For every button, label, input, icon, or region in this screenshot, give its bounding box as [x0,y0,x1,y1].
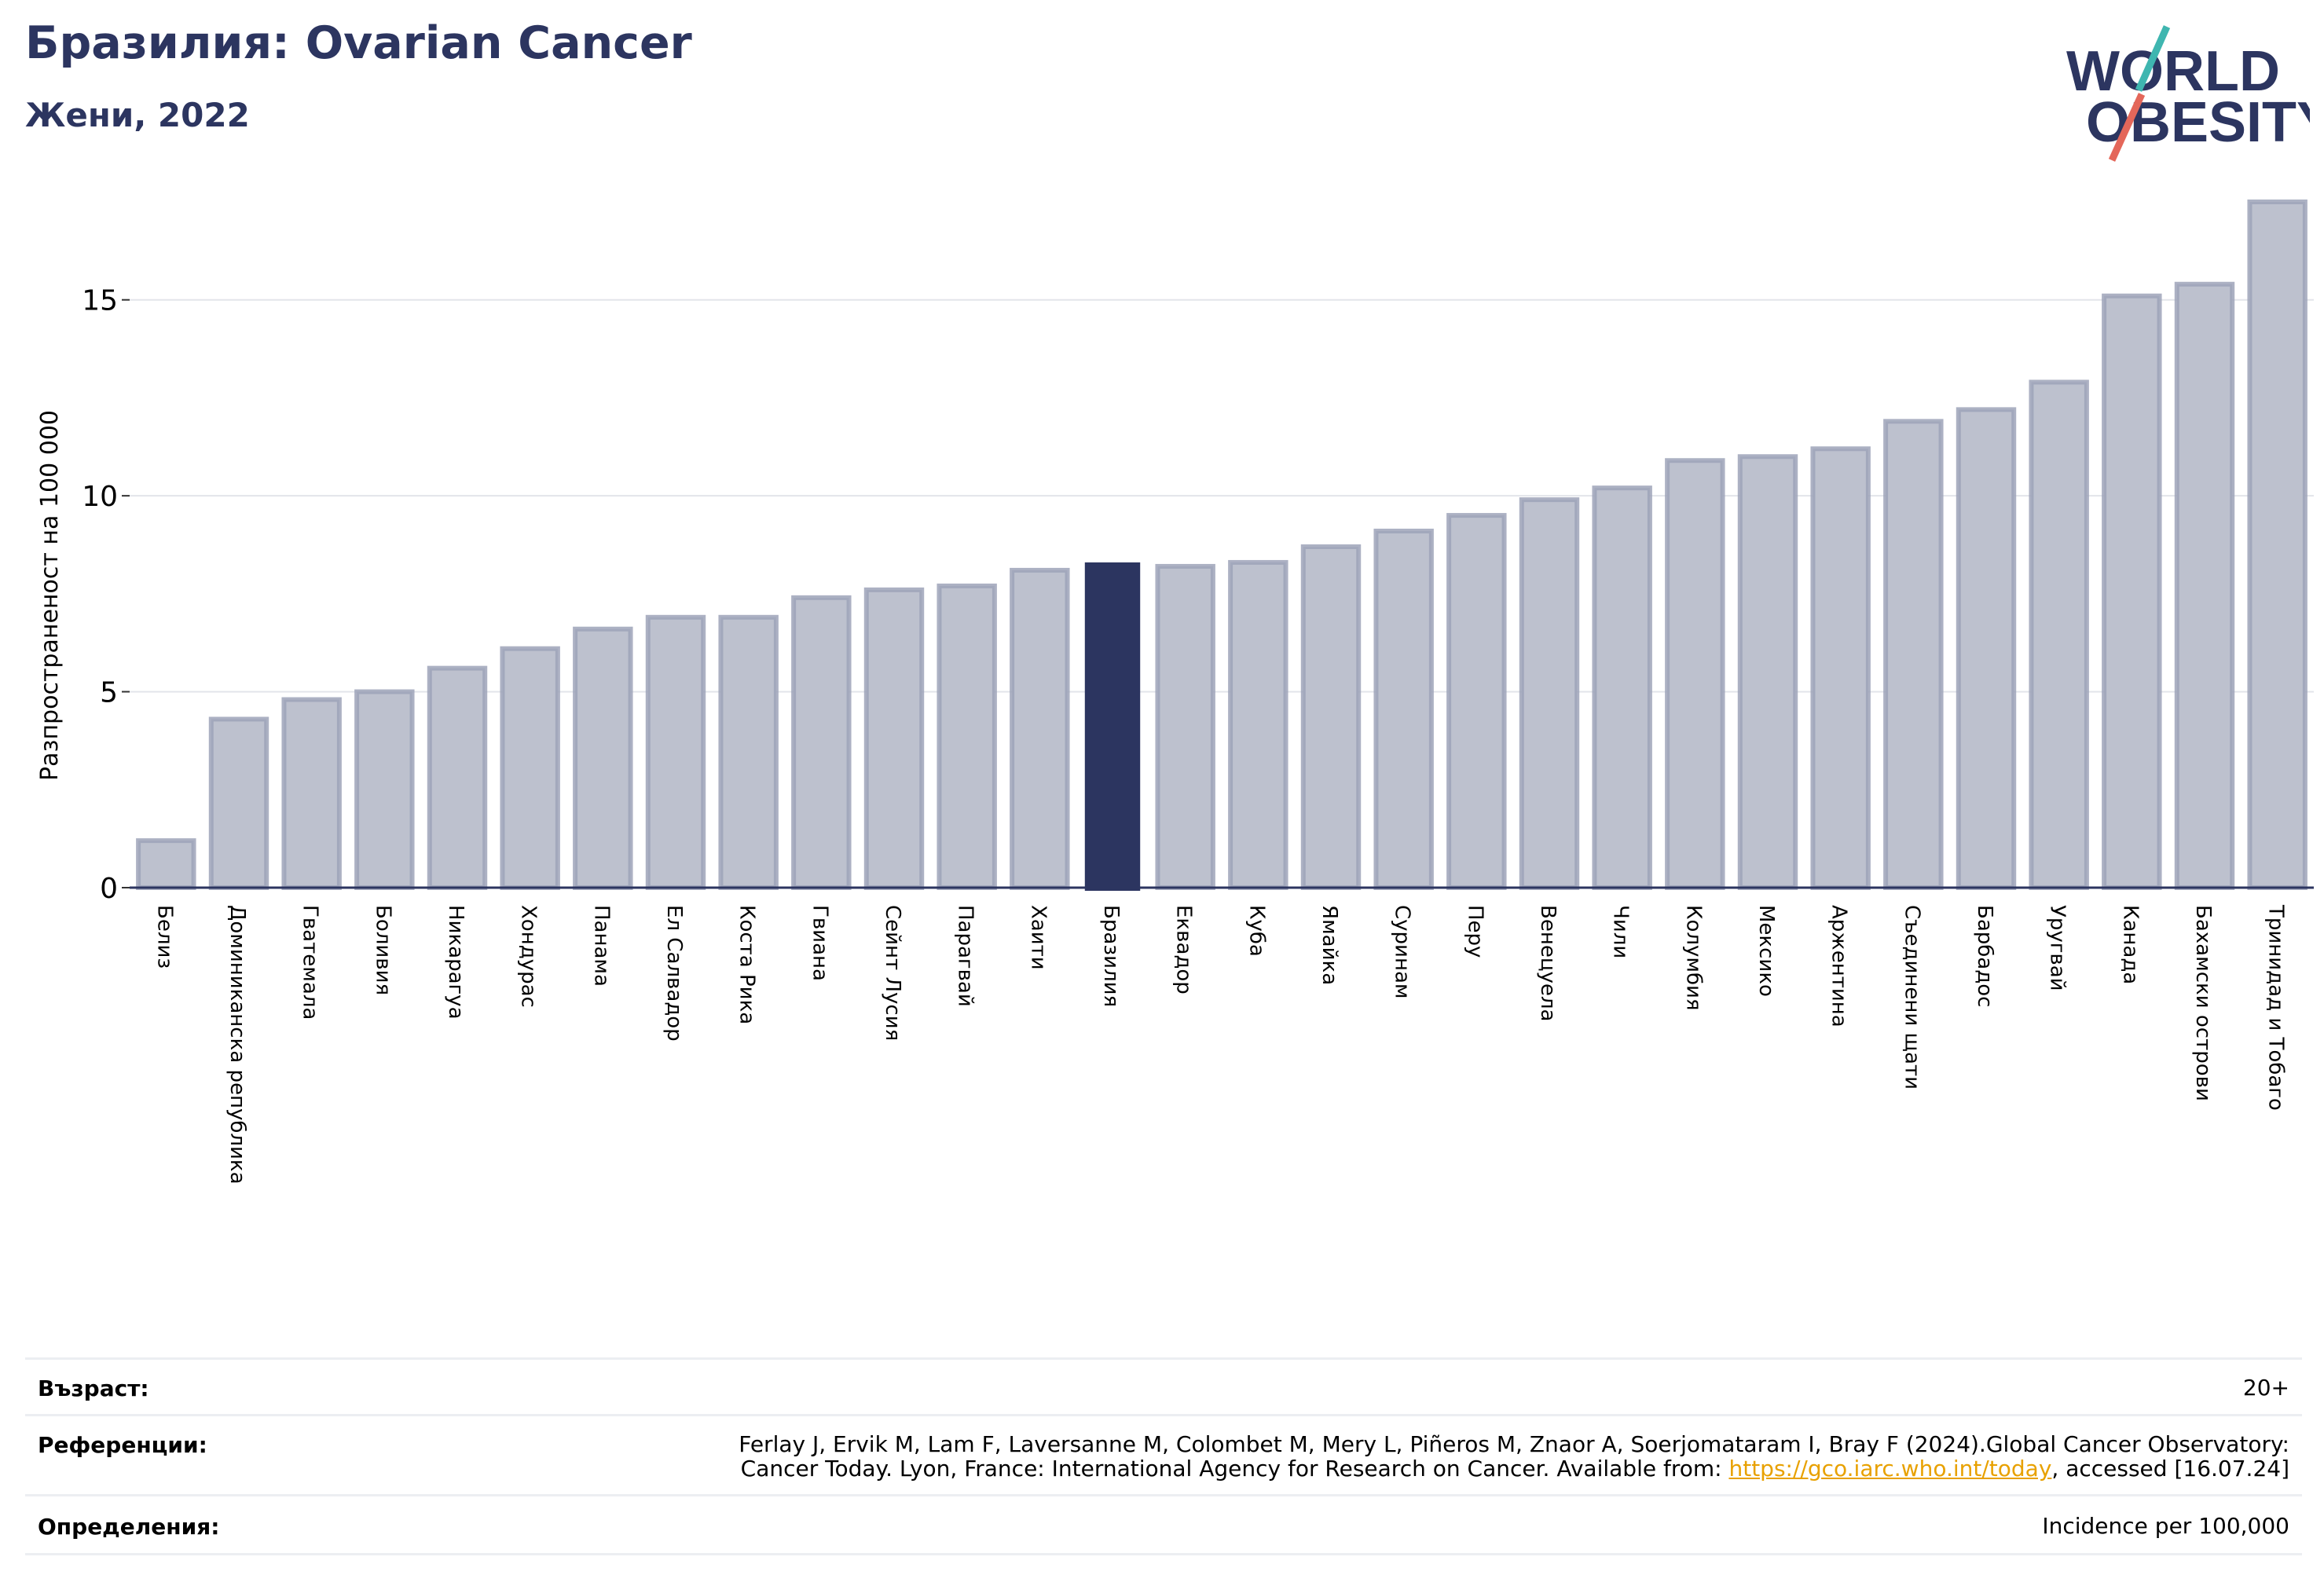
x-tick-label: Мексико [1754,905,1778,997]
bar-10 [863,587,925,890]
x-tick-label: Еквадор [1172,905,1196,994]
grid-lines [130,299,2314,693]
definitions-value: Incidence per 100,000 [2042,1513,2289,1539]
x-tick-label: Тринидад и Тобаго [2264,904,2288,1111]
x-tick-label: Хондурас [517,905,541,1008]
x-tick-label: Колумбия [1681,905,1705,1011]
chart-title: Бразилия: Ovarian Cancer [25,17,692,69]
bar-0 [136,838,196,890]
bar-4 [427,665,488,890]
bar-28 [2174,281,2235,890]
definitions-label: Определения: [38,1514,220,1540]
x-tick-label: Чили [1609,905,1633,958]
references-value: Ferlay J, Ervik M, Lam F, Laversanne M, … [739,1432,2289,1481]
x-tick-label: Уругвай [2046,905,2069,991]
age-value: 20+ [2242,1375,2289,1401]
x-tick-label: Хаити [1026,905,1050,970]
x-tick-label: Гвиана [808,905,831,981]
bar-24 [1883,419,1944,890]
x-tick-label: Парагвай [954,905,977,1007]
bar-25 [1956,407,2017,890]
footer-row-references: Референции: Ferlay J, Ervik M, Lam F, La… [25,1414,2302,1496]
y-tick-label: 5 [100,677,118,709]
x-tick-label: Боливия [371,905,394,995]
bar-11 [937,583,997,890]
bar-29 [2247,199,2308,890]
bar-chart: 0 5 10 15 Белиз Доминиканска република Гватема… [36,199,2314,1185]
x-tick-label: Съединени щати [1900,905,1923,1090]
bar-21 [1665,458,1725,890]
bar-2 [281,697,342,891]
logo-word-world: WORLD [2066,40,2280,103]
y-tick-label: 15 [82,285,118,317]
x-tick-label: Бразилия [1099,905,1123,1007]
x-tick-label: Ямайка [1318,905,1341,985]
reference-line-1: Ferlay J, Ervik M, Lam F, Laversanne M, … [739,1431,2289,1457]
references-label: Референции: [38,1432,207,1458]
logo-slash-coral [2108,93,2146,162]
x-tick-label: Коста Рика [735,905,759,1024]
x-tick-label: Доминиканска република [225,905,249,1185]
x-tick-label: Никарагуа [444,905,467,1020]
bar-27 [2102,293,2162,891]
logo-slash-teal [2135,25,2171,92]
x-tick-label: Ел Салвадор [662,905,686,1042]
x-tick-label: Бахамски острови [2191,905,2215,1101]
bar-15 [1228,559,1288,890]
bar-23 [1810,446,1871,890]
bar-26 [2029,379,2089,891]
axes: 0 5 10 15 Белиз Доминиканска република Гватема… [82,285,2314,1185]
x-tick-label: Аржентина [1827,905,1851,1027]
reference-text: Cancer Today. Lyon, France: Internationa… [740,1456,1729,1482]
bar-6 [573,626,633,890]
x-tick-label: Перу [1463,905,1486,958]
bar-8 [718,614,779,891]
x-tick-label: Суринам [1391,905,1414,999]
bar-17 [1373,529,1434,891]
bar-3 [354,689,415,890]
world-obesity-logo: WORLD OBESITY [2066,25,2310,162]
bar-18 [1446,513,1507,890]
reference-line-2: Cancer Today. Lyon, France: Internationa… [739,1456,2289,1481]
x-tick-label: Канада [2118,905,2142,984]
age-label: Възраст: [38,1375,149,1401]
x-tick-label: Панама [589,905,613,987]
bar-12 [1010,567,1070,891]
bar-19 [1519,497,1580,890]
bar-9 [791,595,852,890]
bars [136,199,2308,891]
bar-16 [1300,544,1362,890]
x-tick-label: Белиз [152,905,176,969]
y-axis-label: Разпространеност на 100 000 [36,410,64,781]
x-tick-label: Сейнт Лусия [881,905,904,1041]
bar-14 [1155,563,1215,890]
chart-subtitle: Жени, 2022 [25,96,250,134]
bar-5 [500,646,560,890]
reference-link[interactable]: https://gco.iarc.who.int/today [1728,1456,2052,1482]
footer-row-definitions: Определения: Incidence per 100,000 [25,1494,2302,1555]
x-tick-label: Венецуела [1536,905,1560,1021]
bar-13 [1084,562,1141,891]
y-tick-label: 10 [82,481,118,513]
x-tick-label: Гватемала [299,905,322,1020]
x-tick-label: Куба [1244,905,1268,957]
x-tick-label: Барбадос [1973,905,1996,1007]
bar-1 [208,716,269,891]
bar-22 [1737,454,1798,890]
bar-7 [645,614,706,891]
bar-20 [1592,485,1652,891]
y-tick-label: 0 [100,873,118,905]
reference-accessed: , accessed [16.07.24] [2051,1456,2289,1482]
footer-row-age: Възраст: 20+ [25,1357,2302,1416]
